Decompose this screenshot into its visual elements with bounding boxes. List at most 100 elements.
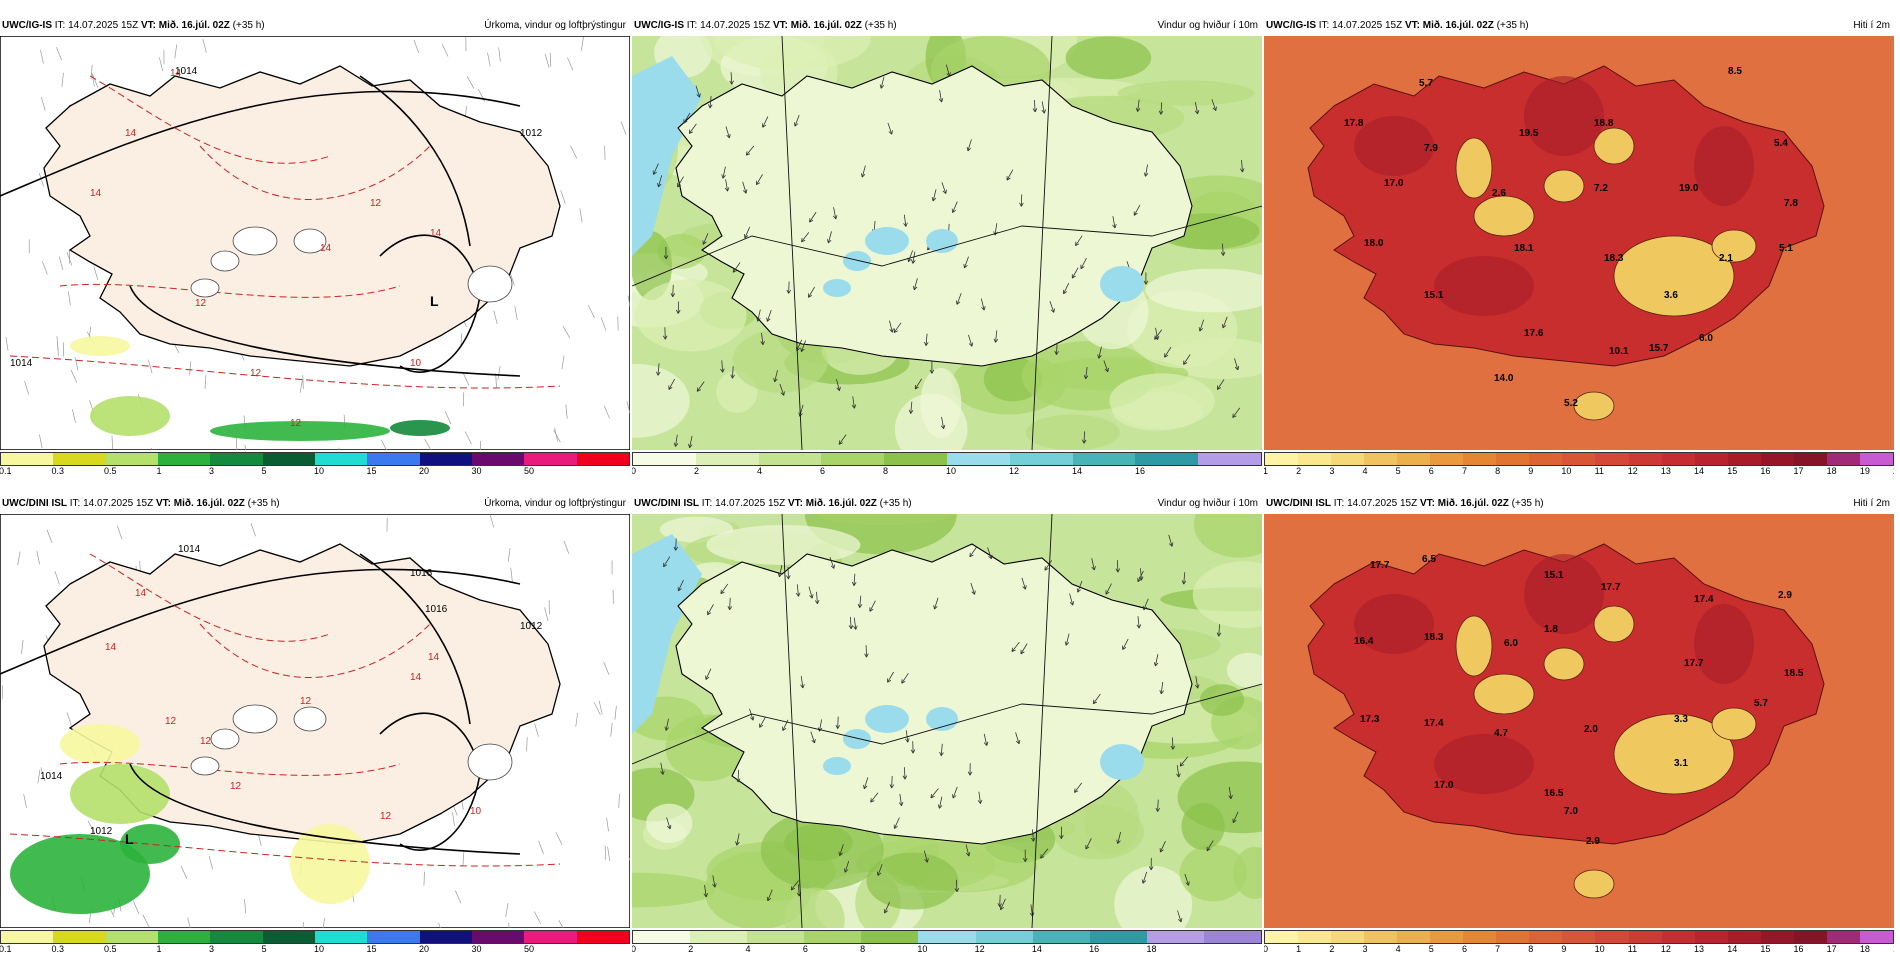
colorbar-tick-label: 3: [209, 944, 214, 954]
wind-speed-patch: [635, 279, 746, 351]
colorbar-labels: 012345678910111213141516171819: [1264, 944, 1894, 956]
colorbar-swatch: [976, 931, 1033, 943]
wind-speed-patch: [784, 824, 853, 861]
colorbar-tick-label: 1: [1296, 944, 1301, 954]
colorbar-swatch: [420, 931, 472, 943]
colorbar-swatch: [918, 931, 975, 943]
wind-speed-patch: [1026, 414, 1120, 450]
map-label: 3.1: [1674, 758, 1688, 769]
colorbar-swatch: [420, 453, 472, 465]
colorbar-swatches: [1264, 930, 1894, 944]
map-label: 12: [290, 418, 302, 429]
colorbar-tick-label: 1: [1264, 466, 1268, 476]
colorbar-tick-label: 14: [1694, 466, 1704, 476]
colorbar-swatch: [1033, 931, 1090, 943]
colorbar-swatch: [1827, 931, 1860, 943]
strong-wind-area: [1100, 266, 1144, 302]
colorbar-swatch: [1298, 453, 1331, 465]
map-label: 15.1: [1544, 570, 1564, 581]
map-precip: 10141016141414141212121212101210161014L1…: [0, 514, 630, 928]
colorbar-tick-label: 8: [860, 944, 865, 954]
colorbar-tick-label: 19: [1893, 944, 1894, 954]
map-label: 19.5: [1519, 128, 1539, 139]
colorbar-swatch: [1204, 931, 1261, 943]
colorbar-tick-label: 10: [314, 466, 324, 476]
colorbar-tick-label: 6: [1462, 944, 1467, 954]
glacier: [468, 744, 512, 780]
init-time: IT: 14.07.2025 15Z: [702, 498, 785, 509]
colorbar-tick-label: 4: [746, 944, 751, 954]
model-name: UWC/DINI ISL: [634, 498, 699, 509]
colorbar-swatch: [1298, 931, 1331, 943]
colorbar-tick-label: 4: [1396, 944, 1401, 954]
panel-title: Vindur og hviður í 10m: [1158, 18, 1258, 34]
colorbar-swatch: [106, 453, 158, 465]
colorbar-swatch: [1662, 453, 1695, 465]
map-label: 4.7: [1494, 728, 1508, 739]
colorbar-tick-label: 16: [1794, 944, 1804, 954]
colorbar-tick-label: 15: [367, 466, 377, 476]
colorbar-tick-label: 19: [1860, 466, 1870, 476]
colorbar-tick-label: 11: [1595, 466, 1604, 476]
colorbar-tick-label: 0.3: [52, 944, 65, 954]
colorbar-tick-label: 7: [1495, 944, 1500, 954]
colorbar-swatch: [367, 931, 419, 943]
map-label: 17.3: [1360, 714, 1380, 725]
colorbar-tick-label: 4: [757, 466, 762, 476]
glacier: [191, 279, 219, 297]
cool-area: [1474, 674, 1534, 714]
colorbar-swatch: [1331, 931, 1364, 943]
colorbar-tick-label: 30: [472, 944, 482, 954]
colorbar-tick-label: 2: [694, 466, 699, 476]
map-label: 6.0: [1504, 638, 1518, 649]
valid-time: VT: Mið. 16.júl. 02Z: [788, 498, 877, 509]
map-label: 15.1: [1424, 290, 1444, 301]
colorbar-swatch: [1827, 453, 1860, 465]
colorbar-swatch: [821, 453, 884, 465]
cool-area: [1574, 392, 1614, 420]
colorbar-tick-label: 5: [1429, 944, 1434, 954]
colorbar-swatch: [472, 931, 524, 943]
colorbar-swatch: [1265, 931, 1298, 943]
colorbar-tick-label: 4: [1362, 466, 1367, 476]
colorbar-swatch: [263, 453, 315, 465]
map-label: 18.3: [1424, 632, 1444, 643]
colorbar-tick-label: 10: [314, 944, 324, 954]
colorbar-tick-label: 6: [820, 466, 825, 476]
colorbar-tick-label: 0.5: [104, 466, 117, 476]
map-label: L: [125, 831, 134, 847]
panel-header: UWC/IG-IS IT: 14.07.2025 15Z VT: Mið. 16…: [1264, 18, 1894, 34]
colorbar-tick-label: 14: [1727, 944, 1737, 954]
strong-wind-area: [1100, 744, 1144, 780]
map-label: 17.4: [1424, 718, 1444, 729]
warm-area: [1694, 604, 1754, 684]
colorbar-swatch: [747, 931, 804, 943]
map-label: 14.0: [1494, 373, 1514, 384]
model-name: UWC/IG-IS: [634, 20, 684, 31]
colorbar-tick-label: 2: [688, 944, 693, 954]
colorbar-tick-label: 18: [1146, 944, 1156, 954]
colorbar-tick-label: 13: [1661, 466, 1671, 476]
colorbar-swatch: [1496, 931, 1529, 943]
map-label: 1014: [178, 544, 201, 555]
strong-wind-area: [865, 705, 909, 733]
map-label: 14: [135, 588, 147, 599]
colorbar-swatch: [577, 931, 629, 943]
colorbar-tick-label: 10: [1595, 944, 1605, 954]
colorbar-swatch: [1529, 931, 1562, 943]
colorbar-tick-label: 1: [157, 466, 162, 476]
colorbar-tick-label: 16: [1089, 944, 1099, 954]
colorbar-tick-label: 6: [803, 944, 808, 954]
glacier: [233, 227, 277, 255]
map-label: 17.4: [1694, 594, 1714, 605]
map-label: 10: [470, 806, 482, 817]
model-name: UWC/DINI ISL: [2, 498, 67, 509]
map-label: 12: [370, 198, 382, 209]
map-label: 2.0: [1584, 724, 1598, 735]
panel-header: UWC/IG-IS IT: 14.07.2025 15Z VT: Mið. 16…: [632, 18, 1262, 34]
colorbar-tick-label: 15: [367, 944, 377, 954]
map-label: 18.0: [1364, 238, 1384, 249]
map-label: 12: [300, 696, 312, 707]
